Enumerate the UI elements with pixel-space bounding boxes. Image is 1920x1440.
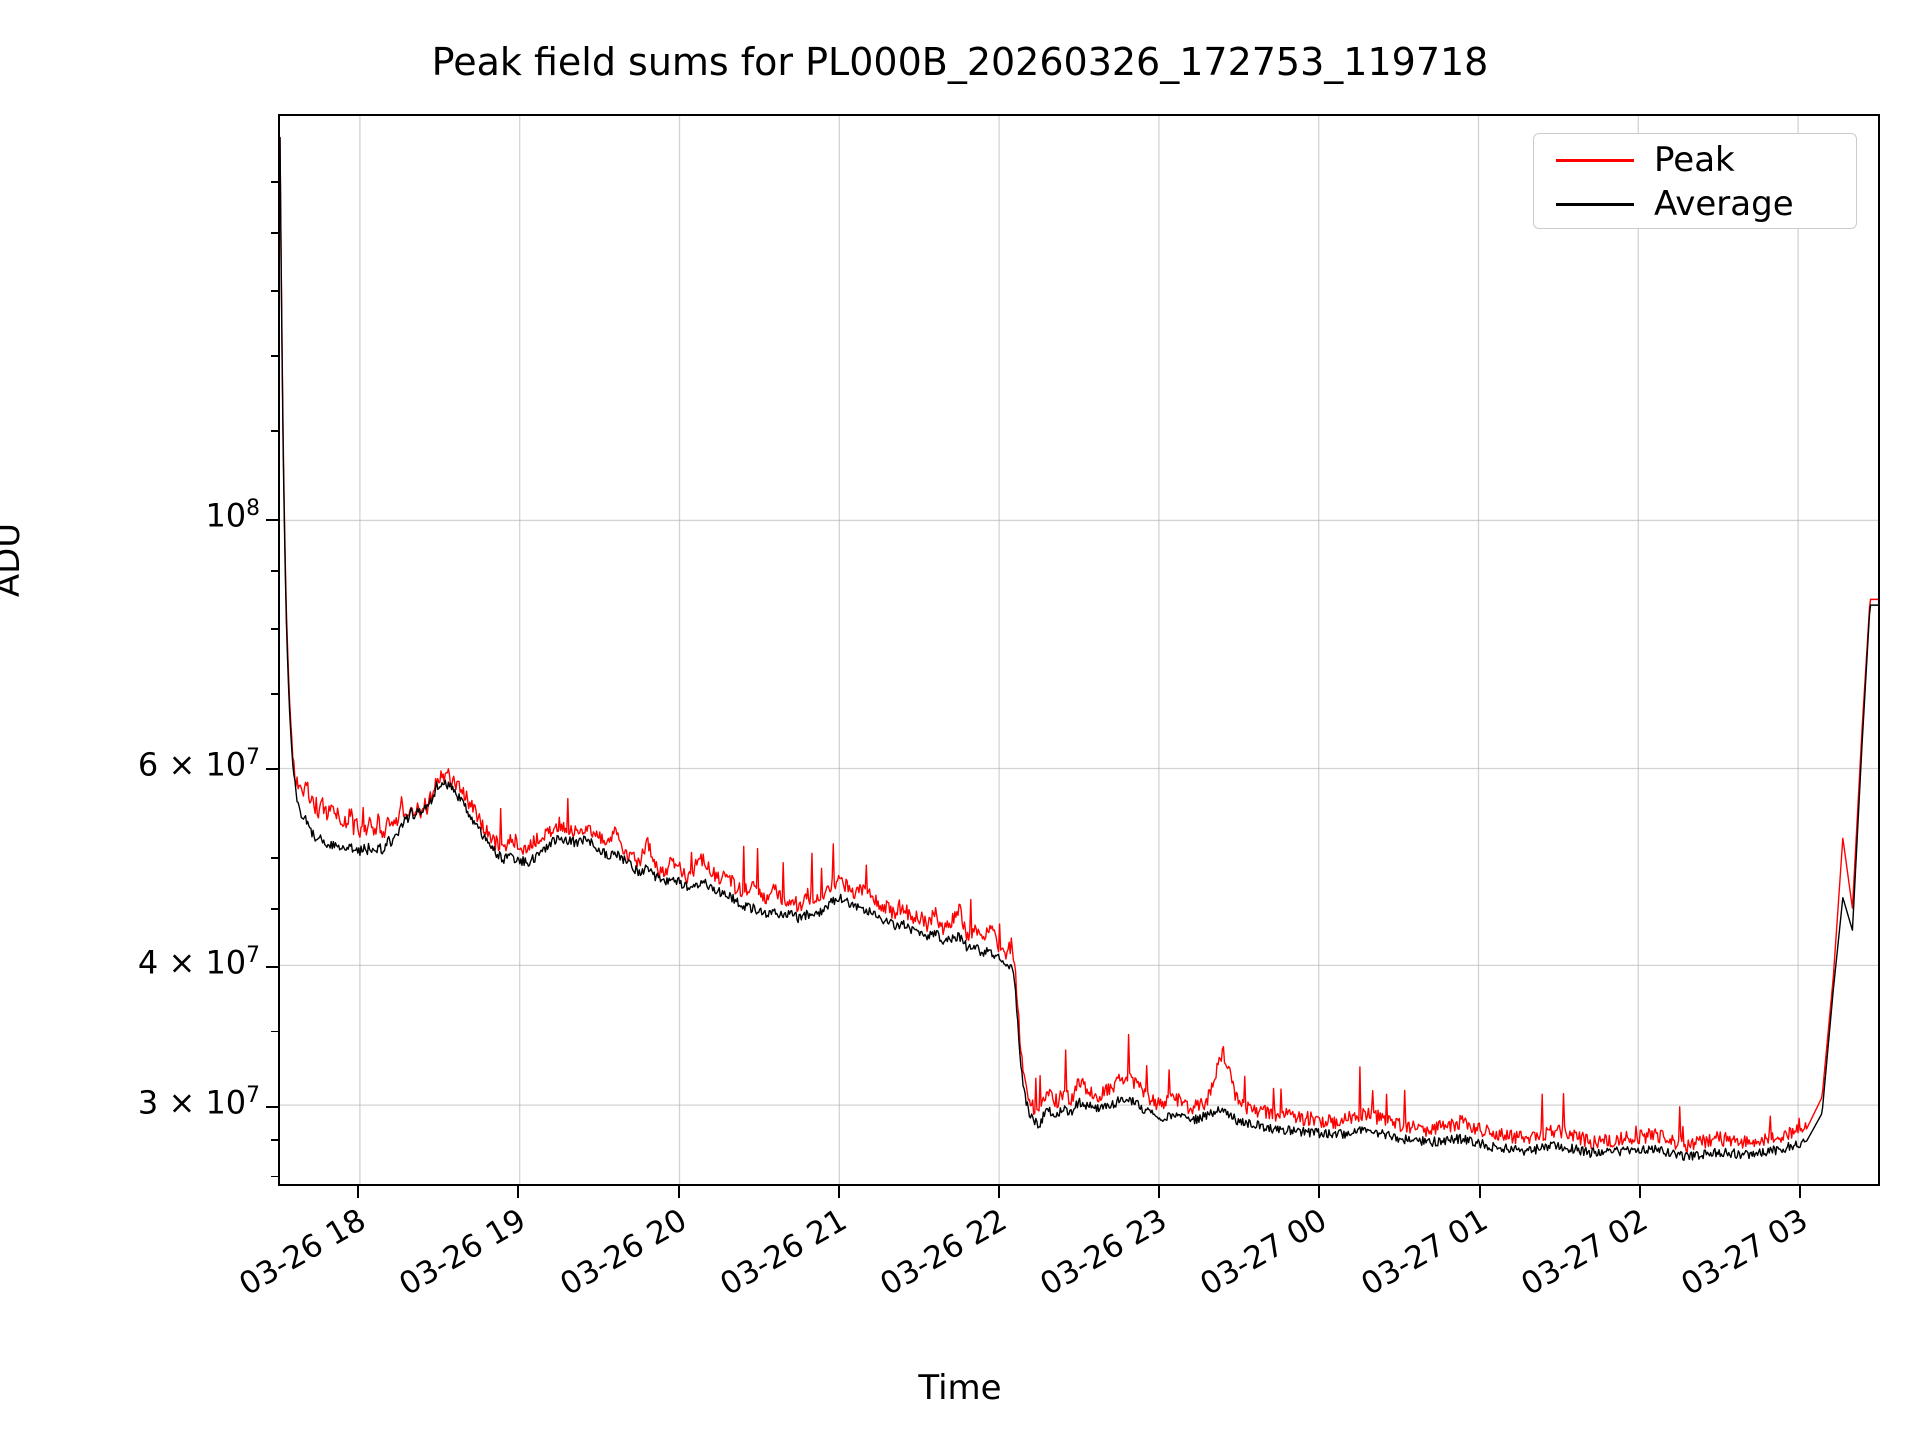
legend-item-average[interactable]: Average <box>1534 180 1856 228</box>
legend-label-average: Average <box>1654 184 1794 224</box>
y-tick-mark-minor <box>271 1175 278 1178</box>
x-tick-label: 03-27 01 <box>1354 1202 1494 1303</box>
y-tick-mark-minor <box>271 232 278 235</box>
x-tick-label: 03-26 19 <box>393 1202 533 1303</box>
page-title: Peak field sums for PL000B_20260326_1727… <box>431 40 1489 84</box>
x-tick-label: 03-27 00 <box>1194 1202 1334 1303</box>
x-tick-mark <box>1158 1186 1161 1198</box>
x-tick-mark <box>1638 1186 1641 1198</box>
chart-legend[interactable]: Peak Average <box>1533 133 1857 229</box>
y-tick-mark-minor <box>271 1030 278 1033</box>
legend-item-peak[interactable]: Peak <box>1534 136 1856 184</box>
x-tick-label: 03-26 22 <box>874 1202 1013 1303</box>
y-tick-mark-minor <box>271 354 278 357</box>
y-tick-label: 3 × 107 <box>137 1082 260 1122</box>
x-tick-mark <box>1798 1186 1802 1198</box>
x-tick-label: 03-27 02 <box>1514 1202 1654 1303</box>
y-tick-mark-minor <box>271 908 278 910</box>
y-tick-mark-minor <box>271 856 278 859</box>
y-tick-mark-minor <box>271 289 278 292</box>
y-axis-label-text: ADU <box>0 522 28 598</box>
x-tick-mark <box>837 1186 840 1198</box>
legend-swatch-peak <box>1556 158 1634 162</box>
y-tick-label: 4 × 107 <box>137 942 260 982</box>
y-tick-label: 6 × 107 <box>137 744 260 784</box>
x-tick-label: 03-26 23 <box>1034 1202 1174 1303</box>
x-tick-label: 03-26 18 <box>233 1202 373 1303</box>
x-tick-label: 03-27 03 <box>1675 1202 1814 1303</box>
y-tick-mark <box>266 767 278 771</box>
x-tick-mark <box>517 1186 520 1198</box>
y-tick-label: 108 <box>205 495 260 535</box>
x-tick-label: 03-26 20 <box>553 1202 693 1303</box>
x-tick-mark <box>1478 1186 1481 1198</box>
x-tick-label: 03-26 21 <box>713 1202 853 1303</box>
x-axis-label: Time <box>918 1368 1002 1408</box>
y-tick-mark-minor <box>271 181 278 183</box>
legend-swatch-average <box>1556 202 1634 206</box>
x-tick-mark <box>1318 1186 1321 1198</box>
y-tick-mark-minor <box>271 1139 278 1142</box>
data-lines <box>280 116 1878 1184</box>
y-tick-mark-minor <box>271 627 278 630</box>
y-tick-mark <box>266 965 278 968</box>
y-tick-mark-minor <box>271 570 278 573</box>
y-tick-mark <box>266 518 278 522</box>
x-tick-mark <box>677 1186 680 1198</box>
x-tick-mark <box>357 1186 360 1198</box>
y-tick-mark <box>266 1105 278 1108</box>
y-tick-mark-minor <box>271 692 278 695</box>
y-tick-mark-minor <box>271 430 278 432</box>
y-axis-label: ADU <box>0 523 28 597</box>
plot-area <box>278 114 1880 1186</box>
x-tick-mark <box>997 1186 1001 1198</box>
legend-label-peak: Peak <box>1654 140 1735 180</box>
